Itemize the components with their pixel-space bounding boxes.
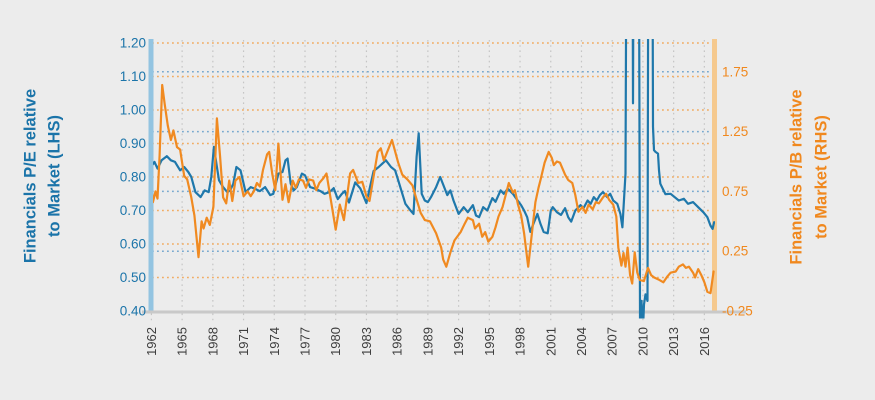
- x-tick-label: 1992: [451, 327, 466, 356]
- x-axis-line: [142, 310, 746, 314]
- left-axis-title-line2: to Market (LHS): [45, 115, 64, 237]
- x-tick-label: 1962: [144, 327, 159, 356]
- right-axis-title-line1: Financials P/B relative: [787, 89, 806, 265]
- left-axis-bar: [148, 39, 154, 312]
- y-right-tick-label: 1.25: [722, 124, 748, 139]
- y-right-tick-label: 0.25: [722, 244, 748, 259]
- y-left-tick-label: 0.70: [120, 203, 146, 218]
- y-left-tick-label: 0.40: [120, 304, 146, 319]
- x-tick-label: 1971: [236, 327, 251, 356]
- y-right-tick-label: 1.75: [722, 64, 748, 79]
- x-tick-label: 1968: [205, 327, 220, 356]
- y-left-tick-label: 1.10: [120, 69, 146, 84]
- x-tick-label: 1998: [513, 327, 528, 356]
- left-axis-title-line1: Financials P/E relative: [21, 88, 40, 264]
- y-right-tick-label: -0.25: [722, 304, 753, 319]
- x-tick-label: 1989: [420, 327, 435, 356]
- pe-relative-line: [153, 39, 715, 319]
- x-tick-label: 2001: [543, 327, 558, 356]
- y-left-tick-label: 0.80: [120, 170, 146, 185]
- y-right-tick-label: 0.75: [722, 184, 748, 199]
- x-tick-label: 1980: [328, 327, 343, 356]
- right-axis-bar: [712, 39, 717, 312]
- x-tick-label: 1986: [390, 327, 405, 356]
- y-left-tick-label: 0.60: [120, 237, 146, 252]
- y-left-tick-label: 1.20: [120, 36, 146, 51]
- y-left-tick-label: 0.50: [120, 270, 146, 285]
- y-left-tick-label: 0.90: [120, 136, 146, 151]
- x-tick-label: 2004: [574, 327, 589, 356]
- x-tick-label: 1983: [359, 327, 374, 356]
- pb-relative-line: [153, 83, 715, 295]
- x-tick-label: 1974: [267, 327, 282, 356]
- x-tick-label: 2016: [697, 327, 712, 356]
- x-tick-label: 1995: [482, 327, 497, 356]
- x-tick-label: 2010: [635, 327, 650, 356]
- x-tick-label: 2013: [666, 327, 681, 356]
- x-tick-label: 1965: [175, 327, 190, 356]
- x-tick-label: 1977: [298, 327, 313, 356]
- y-left-tick-label: 1.00: [120, 103, 146, 118]
- right-axis-title-line2: to Market (RHS): [812, 115, 831, 239]
- x-tick-label: 2007: [605, 327, 620, 356]
